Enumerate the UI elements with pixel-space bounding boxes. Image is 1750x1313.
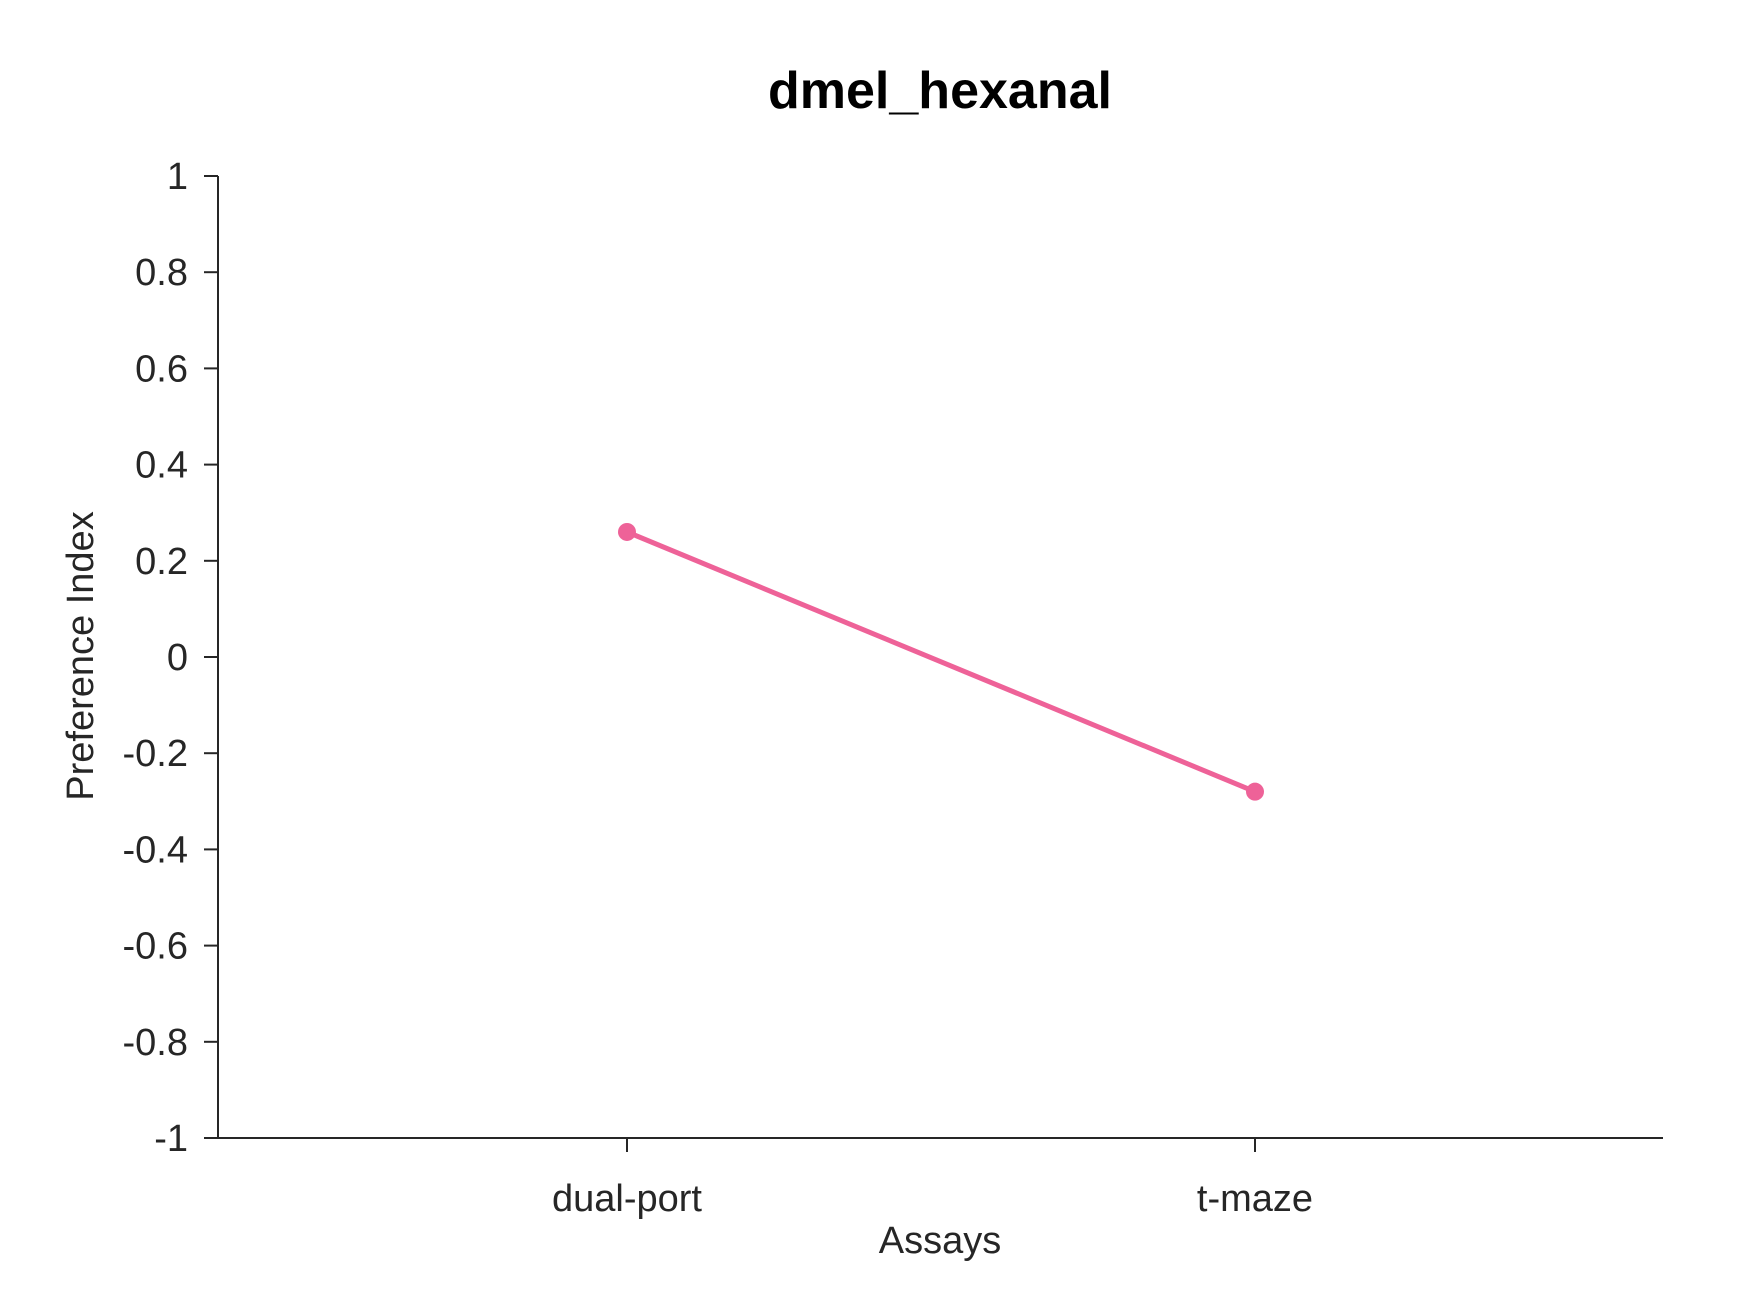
y-tick-label: 0.2 [135,541,188,583]
y-tick-label: 0 [167,637,188,679]
x-axis-label: Assays [879,1220,1001,1262]
y-tick-label: 0.6 [135,348,188,390]
x-tick-label: dual-port [552,1178,702,1220]
x-tick-label: t-maze [1197,1178,1313,1220]
y-tick-label: 0.4 [135,445,188,487]
y-axis: 1 0.8 0.6 0.4 0.2 0 -0.2 -0.4 -0.6 -0.8 -1 [123,156,219,1160]
y-tick-label: 0.8 [135,252,188,294]
y-tick-label: 1 [167,156,188,198]
y-tick-label: -0.8 [123,1022,188,1064]
series-line [626,529,1256,794]
y-tick-label: -1 [154,1118,188,1160]
chart-title: dmel_hexanal [768,62,1112,120]
x-axis: dual-port t-maze [218,1137,1663,1220]
y-tick-label: -0.6 [123,926,188,968]
series-layer [618,522,1264,801]
y-tick-label: -0.4 [123,829,188,871]
y-tick-label: -0.2 [123,733,188,775]
data-point [1246,782,1264,801]
y-axis-label: Preference Index [60,511,102,800]
data-point [618,522,636,541]
